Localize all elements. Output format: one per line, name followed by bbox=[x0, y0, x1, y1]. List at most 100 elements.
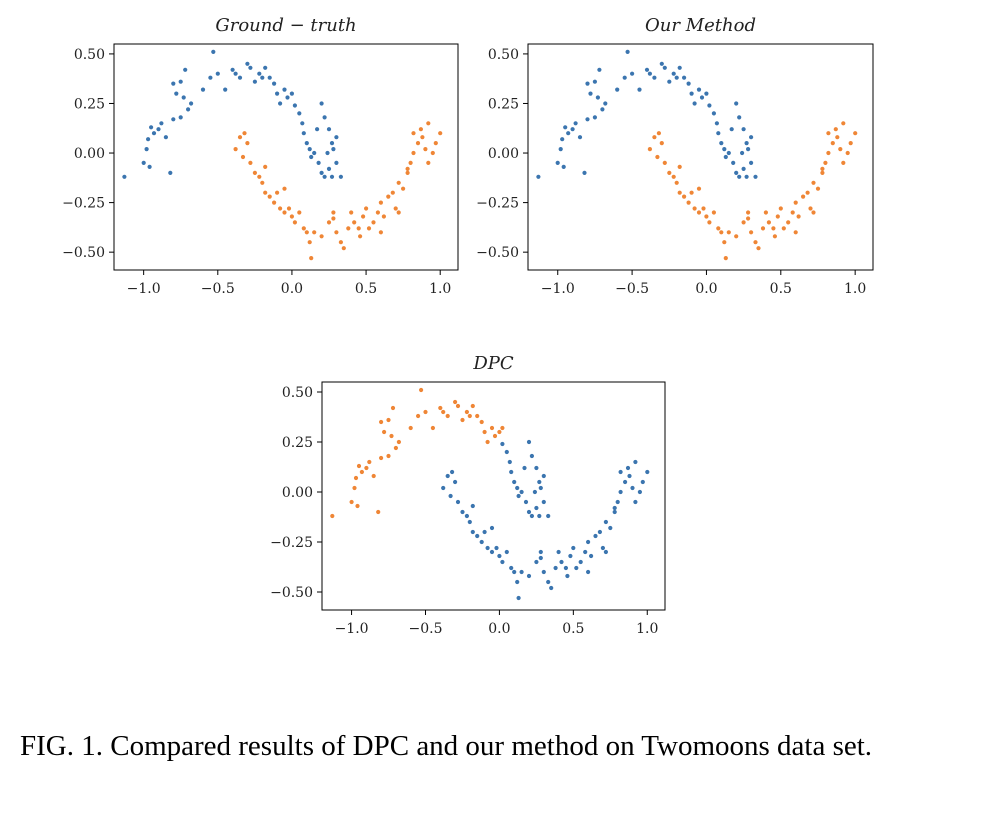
data-point-orange bbox=[415, 141, 421, 146]
data-point-blue bbox=[541, 473, 546, 479]
data-point-blue bbox=[600, 545, 606, 551]
x-tick-label: −1.0 bbox=[127, 281, 161, 297]
data-point-blue bbox=[741, 166, 746, 171]
data-point-blue bbox=[711, 111, 717, 116]
data-point-orange bbox=[286, 206, 292, 211]
data-point-orange bbox=[382, 429, 387, 435]
data-point-orange bbox=[430, 425, 435, 431]
data-point-blue bbox=[515, 485, 520, 491]
data-point-blue bbox=[174, 91, 179, 96]
data-point-orange bbox=[393, 206, 398, 211]
data-point-orange bbox=[682, 194, 687, 199]
data-point-orange bbox=[467, 413, 472, 419]
axes-frame bbox=[527, 43, 874, 271]
data-point-orange bbox=[438, 405, 443, 411]
data-point-blue bbox=[272, 81, 277, 86]
data-point-orange bbox=[237, 135, 243, 140]
data-point-orange bbox=[763, 210, 769, 215]
data-point-orange bbox=[823, 160, 828, 165]
data-point-blue bbox=[464, 513, 469, 519]
data-point-blue bbox=[230, 67, 235, 72]
data-point-blue bbox=[612, 509, 617, 515]
data-point-orange bbox=[240, 154, 246, 160]
data-point-blue bbox=[537, 479, 542, 485]
data-point-orange bbox=[346, 226, 351, 231]
data-point-orange bbox=[689, 190, 694, 195]
data-point-orange bbox=[489, 425, 495, 431]
data-point-orange bbox=[811, 210, 816, 215]
data-point-orange bbox=[655, 154, 660, 160]
data-point-orange bbox=[378, 230, 383, 235]
data-point-blue bbox=[630, 485, 635, 491]
data-point-blue bbox=[699, 95, 705, 100]
data-point-blue bbox=[722, 147, 727, 152]
data-point-blue bbox=[608, 525, 613, 531]
data-point-orange bbox=[278, 206, 283, 211]
data-point-orange bbox=[441, 409, 446, 415]
data-point-orange bbox=[381, 214, 386, 219]
data-point-blue bbox=[245, 61, 250, 66]
data-point-blue bbox=[267, 75, 272, 80]
data-point-blue bbox=[526, 573, 532, 579]
data-point-blue bbox=[475, 533, 480, 539]
data-point-orange bbox=[319, 234, 324, 239]
x-tick-label: 1.0 bbox=[844, 281, 866, 297]
data-point-blue bbox=[659, 61, 664, 66]
data-point-blue bbox=[325, 150, 330, 156]
data-point-orange bbox=[760, 226, 766, 231]
data-point-orange bbox=[704, 214, 709, 219]
data-point-blue bbox=[647, 71, 653, 76]
data-point-blue bbox=[233, 71, 238, 76]
data-point-blue bbox=[292, 103, 297, 108]
data-point-orange bbox=[433, 141, 438, 146]
data-point-blue bbox=[163, 135, 168, 140]
data-point-blue bbox=[749, 160, 754, 165]
data-point-blue bbox=[338, 174, 343, 179]
data-point-blue bbox=[215, 71, 220, 76]
y-tick-label: 0.00 bbox=[282, 485, 313, 501]
data-point-orange bbox=[405, 170, 410, 175]
data-point-orange bbox=[656, 131, 662, 136]
data-point-orange bbox=[841, 160, 846, 165]
data-point-orange bbox=[411, 150, 416, 156]
data-point-orange bbox=[304, 230, 309, 235]
y-tick-label: 0.25 bbox=[282, 435, 313, 451]
data-point-blue bbox=[704, 91, 709, 96]
data-point-blue bbox=[588, 91, 593, 96]
data-point-blue bbox=[275, 91, 280, 96]
data-point-blue bbox=[618, 489, 623, 495]
y-tick-label: −0.25 bbox=[270, 535, 313, 551]
data-point-orange bbox=[692, 206, 697, 211]
data-point-orange bbox=[426, 121, 431, 126]
data-point-blue bbox=[740, 150, 745, 156]
data-point-orange bbox=[390, 190, 395, 195]
data-point-blue bbox=[178, 79, 183, 84]
data-point-blue bbox=[326, 127, 332, 132]
data-point-orange bbox=[659, 141, 664, 146]
y-tick-label: −0.50 bbox=[62, 245, 105, 261]
data-point-orange bbox=[420, 135, 425, 140]
data-point-blue bbox=[734, 101, 739, 106]
data-point-blue bbox=[500, 441, 505, 447]
data-point-orange bbox=[349, 499, 354, 505]
data-point-blue bbox=[526, 509, 532, 515]
data-point-blue bbox=[667, 79, 672, 84]
data-point-blue bbox=[470, 529, 475, 535]
data-point-blue bbox=[560, 137, 565, 142]
x-tick-label: 0.5 bbox=[562, 621, 584, 637]
data-point-orange bbox=[352, 485, 357, 491]
data-point-orange bbox=[722, 240, 727, 245]
data-point-blue bbox=[183, 67, 188, 72]
y-tick-label: 0.50 bbox=[488, 47, 519, 63]
data-point-orange bbox=[386, 194, 391, 199]
data-point-blue bbox=[753, 174, 758, 179]
data-point-blue bbox=[563, 565, 569, 571]
data-point-orange bbox=[686, 200, 691, 205]
y-tick-label: 0.50 bbox=[282, 385, 313, 401]
data-point-blue bbox=[304, 141, 309, 146]
data-point-orange bbox=[677, 164, 682, 169]
data-point-blue bbox=[749, 135, 754, 140]
data-point-orange bbox=[726, 230, 731, 235]
data-point-blue bbox=[319, 170, 324, 175]
